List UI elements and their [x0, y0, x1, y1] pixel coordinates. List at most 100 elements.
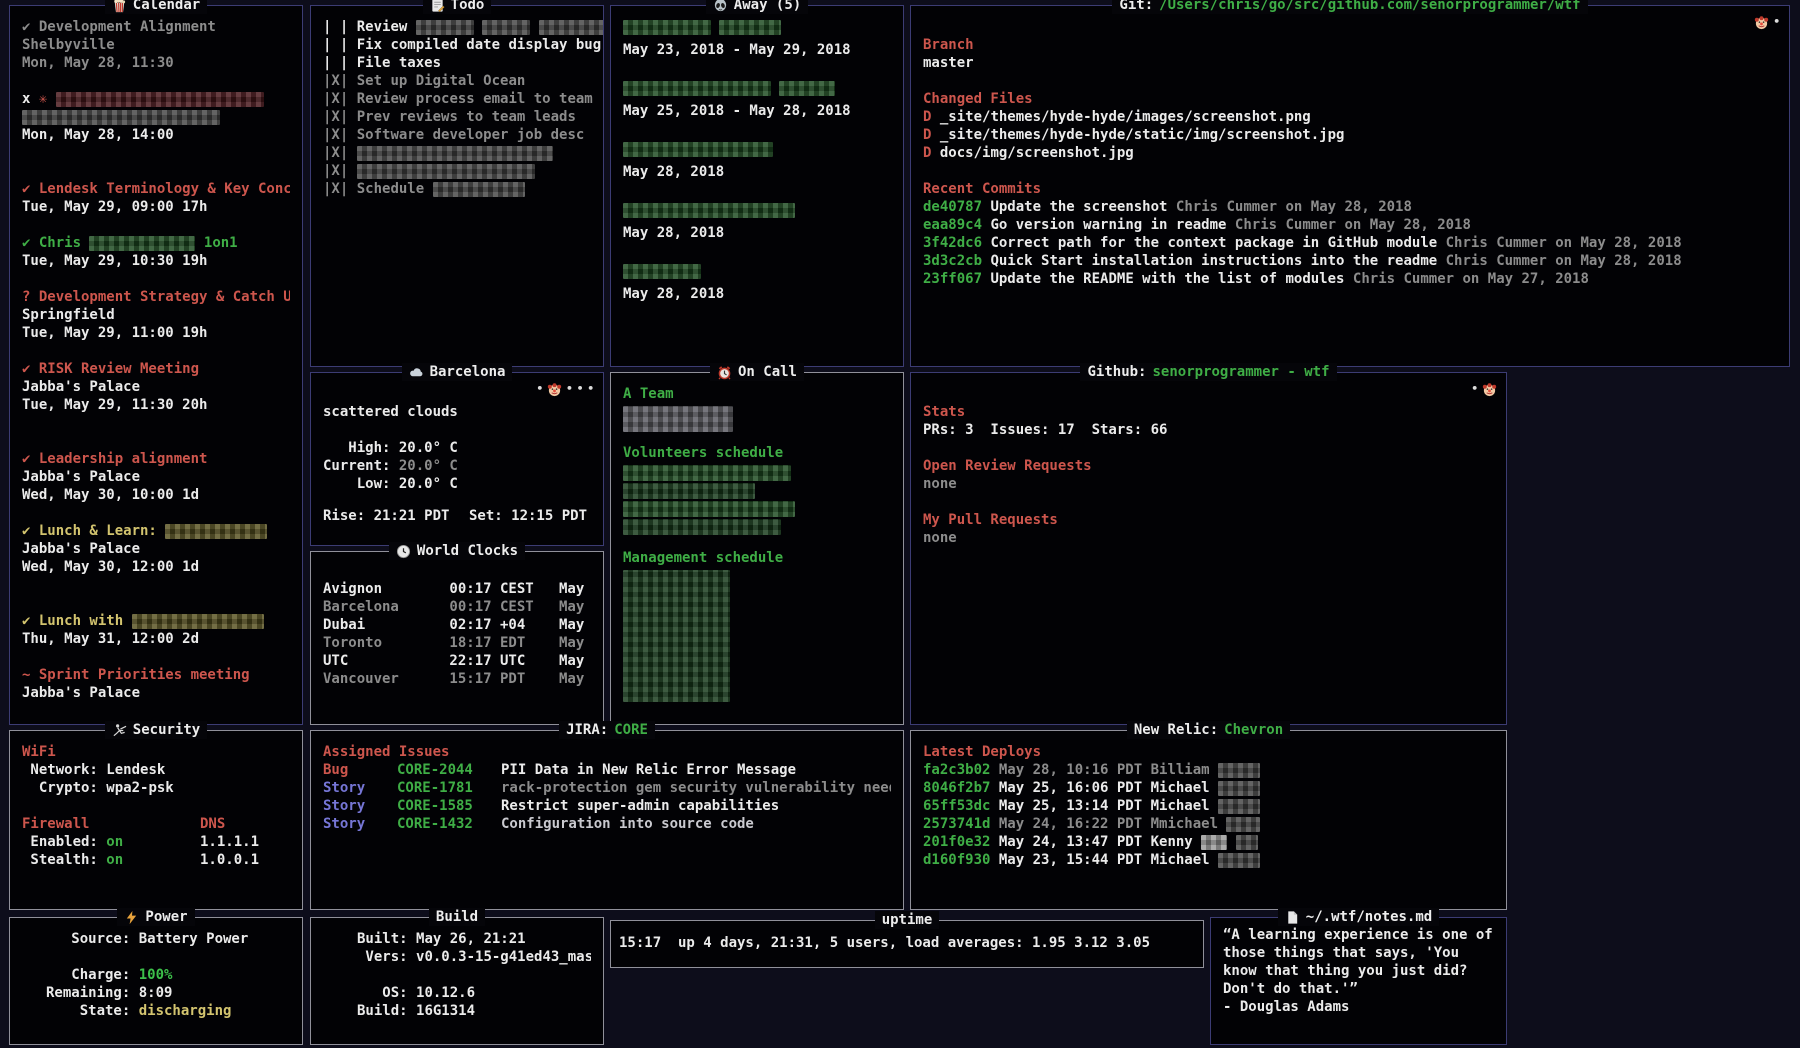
todo-item[interactable]: |X|	[323, 162, 591, 180]
jira-issue-row[interactable]: Story CORE-1432 Configuration into source …	[323, 816, 754, 832]
todo-item[interactable]: | | Review	[323, 18, 603, 36]
uptime-text: 15:17 up 4 days, 21:31, 5 users, load av…	[619, 935, 1151, 951]
deploy-row[interactable]: 65ff53dc May 25, 13:14 PDT Michael	[923, 797, 1494, 815]
git-commit-row[interactable]: eaa89c4 Go version warning in readme Chr…	[923, 217, 1471, 233]
away-entry: May 25, 2018 - May 28, 2018	[623, 79, 891, 120]
git-commit-row[interactable]: 23ff067 Update the README with the list …	[923, 271, 1589, 287]
git-commit-row[interactable]: 3d3c2cb Quick Start installation instruc…	[923, 253, 1682, 269]
panel-notes: ~/.wtf/notes.md “A learning experience i…	[1210, 908, 1507, 1045]
redacted-text	[356, 163, 535, 179]
fencer-icon	[113, 723, 127, 736]
panel-title: New Relic:	[1133, 722, 1219, 738]
todo-item[interactable]: |X|	[323, 144, 591, 162]
refresh-indicator: •	[1754, 13, 1780, 31]
panel-title: Calendar	[132, 0, 201, 13]
away-entry: May 28, 2018	[623, 140, 891, 181]
redacted-name	[623, 141, 773, 157]
weather-high: High: 20.0° C	[323, 440, 458, 456]
deploy-row[interactable]: 201f0e32 May 24, 13:47 PDT Kenny	[923, 833, 1494, 851]
redacted-schedule	[623, 465, 791, 481]
redacted-text	[432, 181, 525, 197]
panel-world-clocks: World Clocks Avignon 00:17 CEST May 29 B…	[310, 542, 604, 725]
git-commit-row[interactable]: 3f42dc6 Correct path for the context pac…	[923, 235, 1682, 251]
firewall-stealth: Stealth: on	[22, 852, 124, 868]
clock-icon	[396, 544, 410, 558]
weather-low: Low: 20.0° C	[323, 476, 458, 492]
todo-item[interactable]: |X| Set up Digital Ocean	[323, 73, 526, 89]
redacted-name	[1218, 762, 1261, 778]
panel-title: Git:	[1119, 0, 1154, 13]
deploy-row[interactable]: fa2c3b02 May 28, 10:16 PDT Billiam	[923, 761, 1494, 779]
dns-header: DNS	[200, 816, 226, 832]
calendar-event[interactable]: ✔ Lendesk Terminology & Key Conc Tue, Ma…	[22, 181, 290, 215]
away-entry: May 23, 2018 - May 29, 2018	[623, 18, 891, 59]
deploy-row[interactable]: 8046f2b7 May 25, 16:06 PDT Michael	[923, 779, 1494, 797]
starburst-icon: ✳	[38, 91, 48, 107]
firewall-header: Firewall	[22, 816, 90, 832]
redacted-schedule	[623, 483, 755, 499]
todo-item[interactable]: | | Fix compiled date display bug	[323, 37, 602, 53]
jira-issue-row[interactable]: Bug CORE-2044 PII Data in New Relic Error …	[323, 762, 797, 778]
panel-title: World Clocks	[416, 543, 519, 559]
github-stats: PRs: 3 Issues: 17 Stars: 66	[923, 422, 1168, 438]
popcorn-icon	[114, 0, 125, 12]
sunrise-time: Rise: 21:21 PDT	[323, 508, 450, 524]
todo-item[interactable]: |X| Prev reviews to team leads	[323, 109, 576, 125]
deploy-row[interactable]: 2573741d May 24, 16:22 PDT Mmichael	[923, 815, 1494, 833]
calendar-event[interactable]: ✔ Development Alignment Shelbyville Mon,…	[22, 19, 216, 71]
todo-item[interactable]: |X| Review process email to team	[323, 91, 593, 107]
calendar-event[interactable]: x ✳ Mon, May 28, 14:00	[22, 90, 290, 144]
panel-title: Build	[435, 909, 479, 925]
refresh-indicator: • • • •	[536, 382, 594, 396]
calendar-event[interactable]: ✔ Lunch & Learn: Jabba's Palace Wed, May…	[22, 522, 290, 576]
jira-issue-row[interactable]: Story CORE-1585 Restrict super-admin capab…	[323, 798, 780, 814]
panel-on-call: On Call A Team Volunteers schedule Manag…	[610, 363, 904, 725]
alien-icon	[714, 0, 726, 11]
redacted-name	[779, 80, 836, 96]
oncall-team-header: A Team	[623, 386, 674, 402]
wifi-network: Network: Lendesk	[22, 762, 166, 778]
calendar-event[interactable]: ? Development Strategy & Catch U Springf…	[22, 289, 290, 341]
calendar-event[interactable]: ✔ Chris 1on1 Tue, May 29, 10:30 19h	[22, 235, 238, 269]
redacted-name	[719, 19, 782, 35]
clown-icon	[1482, 382, 1497, 396]
calendar-event[interactable]: ✔ Leadership alignment Jabba's Palace We…	[22, 451, 208, 503]
clock-row: Dubai 02:17 +04 May 29	[323, 617, 591, 633]
dns-server-2: 1.0.0.1	[200, 852, 260, 868]
calendar-event[interactable]: ~ Sprint Priorities meeting Jabba's Pala…	[22, 667, 250, 701]
panel-newrelic: New Relic: Chevron Latest Deploys fa2c3b…	[910, 721, 1507, 910]
todo-item[interactable]: |X| Software developer job desc	[323, 127, 585, 143]
panel-title: Barcelona	[429, 364, 506, 380]
clock-row: Toronto 18:17 EDT May 28	[323, 635, 591, 651]
panel-title: On Call	[737, 364, 797, 380]
firewall-enabled: Enabled: on	[22, 834, 124, 850]
github-repo-name: senorprogrammer - wtf	[1152, 364, 1330, 380]
panel-title: Security	[132, 722, 201, 738]
panel-jira: JIRA: CORE Assigned Issues Bug CORE-2044 P…	[310, 721, 904, 910]
clock-row: UTC 22:17 UTC May 28	[323, 653, 591, 669]
build-built: Built: May 26, 21:21	[357, 931, 526, 947]
deploy-row[interactable]: d160f930 May 23, 15:44 PDT Michael	[923, 851, 1494, 869]
redacted-text	[415, 19, 474, 35]
jira-project-name: CORE	[614, 722, 648, 738]
github-reviews-none: none	[923, 476, 957, 492]
calendar-event[interactable]: ✔ RISK Review Meeting Jabba's Palace Tue…	[22, 361, 208, 413]
weather-current: Current: 20.0° C	[323, 458, 458, 474]
build-version: Vers: v0.0.3-15-g41ed43_maste	[357, 949, 591, 965]
panel-title: Todo	[450, 0, 485, 13]
redacted-name	[623, 19, 711, 35]
redacted-text	[131, 613, 264, 629]
todo-item[interactable]: |X| Schedule	[323, 180, 591, 198]
jira-issue-row[interactable]: Story CORE-1781 rack-protection gem securi…	[323, 780, 891, 796]
git-commit-row[interactable]: de40787 Update the screenshot Chris Cumm…	[923, 199, 1412, 215]
redacted-schedule	[623, 519, 781, 535]
redacted-name	[1226, 816, 1261, 832]
github-stats-header: Stats	[923, 404, 966, 420]
redacted-text	[55, 91, 264, 107]
dns-server-1: 1.1.1.1	[200, 834, 260, 850]
todo-item[interactable]: | | File taxes	[323, 55, 442, 71]
redacted-name	[623, 263, 701, 279]
calendar-event[interactable]: ✔ Lunch with Thu, May 31, 12:00 2d	[22, 612, 290, 648]
build-os: OS: 10.12.6	[357, 985, 476, 1001]
